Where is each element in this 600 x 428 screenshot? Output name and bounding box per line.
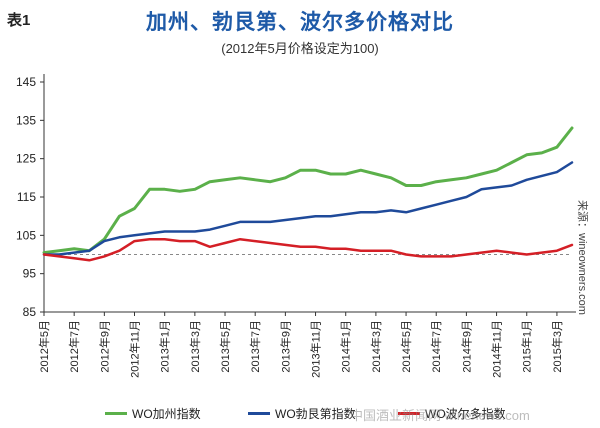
- legend: WO加州指数 WO勃艮第指数 WO波尔多指数: [0, 403, 600, 423]
- y-tick-label: 105: [16, 228, 36, 242]
- legend-swatch-green: [105, 411, 127, 415]
- y-tick-label: 115: [17, 190, 36, 204]
- x-tick-label: 2013年9月: [278, 320, 292, 373]
- y-tick-label: 125: [16, 152, 36, 166]
- watermark: 中国酒业新闻网 winenews.com: [350, 408, 530, 423]
- source-text: 来源：wineowners.com: [576, 200, 588, 315]
- x-tick-label: 2012年7月: [67, 320, 81, 373]
- y-tick-label: 145: [16, 75, 36, 89]
- x-tick-label: 2015年1月: [520, 320, 534, 373]
- x-tick-label: 2013年5月: [218, 320, 232, 373]
- series-layer: [42, 126, 574, 262]
- legend-label: WO勃艮第指数: [275, 406, 356, 421]
- line-chart: 85 95 105 115 125 135 145 2012年5月 2012年7月 2012年9月…: [16, 74, 576, 378]
- legend-item-california: WO加州指数: [105, 405, 201, 421]
- series-line-2: [42, 161, 574, 256]
- x-tick-label: 2014年5月: [399, 320, 413, 373]
- legend-label: WO加州指数: [132, 406, 201, 421]
- series-line-3: [42, 237, 574, 262]
- legend-item-burgundy: WO勃艮第指数: [248, 405, 356, 421]
- x-tick-label: 2012年5月: [37, 320, 51, 373]
- legend-label: WO波尔多指数: [425, 406, 506, 421]
- chart-subtitle: (2012年5月价格设定为100): [221, 41, 379, 56]
- x-tick-label: 2015年3月: [550, 320, 564, 373]
- x-tick-label: 2014年9月: [459, 320, 473, 373]
- x-tick-label: 2014年11月: [490, 320, 504, 378]
- x-tick-label: 2013年11月: [309, 320, 323, 378]
- x-tick-label: 2014年1月: [339, 320, 353, 373]
- x-tick-label: 2013年7月: [248, 320, 262, 373]
- x-tick-label: 2012年11月: [128, 320, 142, 378]
- table-label: 表1: [7, 12, 31, 29]
- legend-item-bordeaux: WO波尔多指数: [398, 405, 506, 421]
- x-tick-label: 2012年9月: [97, 320, 111, 373]
- source-note: 来源：wineowners.com: [575, 200, 595, 360]
- x-tick-label: 2014年3月: [369, 320, 383, 373]
- series-line-1: [42, 126, 574, 255]
- chart-title: 加州、勃艮第、波尔多价格对比: [146, 11, 454, 34]
- chart-axes: 85 95 105 115 125 135 145 2012年5月 2012年7月 2012年9月…: [16, 74, 576, 378]
- x-tick-label: 2013年3月: [188, 320, 202, 373]
- legend-swatch-blue: [248, 411, 270, 415]
- y-tick-label: 85: [23, 305, 37, 319]
- y-tick-label: 95: [23, 267, 37, 281]
- legend-swatch-red: [398, 411, 420, 415]
- x-tick-label: 2014年7月: [429, 320, 443, 373]
- x-tick-label: 2013年1月: [158, 320, 172, 373]
- y-tick-label: 135: [16, 113, 36, 127]
